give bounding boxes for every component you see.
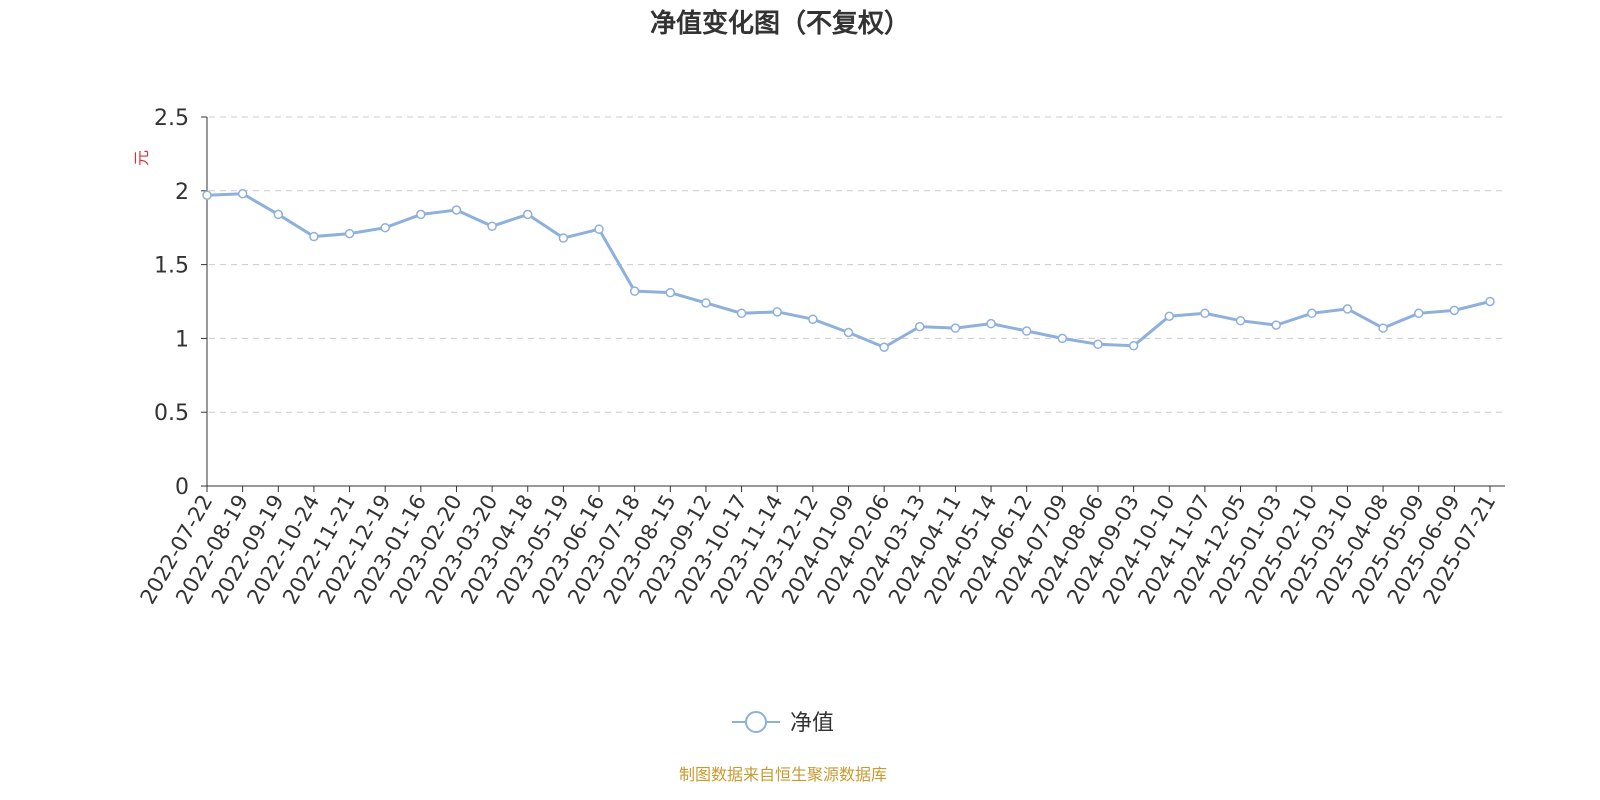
y-tick-label: 1 [175,327,189,352]
point [808,314,818,324]
point [1413,308,1424,319]
point [1164,311,1174,322]
y-tick-label: 2 [175,180,189,205]
source-note: 制图数据来自恒生聚源数据库 [679,765,887,784]
point [915,321,925,332]
y-tick-label: 0.5 [154,401,189,426]
point [1057,333,1068,344]
point [202,190,212,200]
point [416,209,426,220]
point [701,298,711,308]
point [273,209,284,220]
y-tick-label: 1.5 [154,254,189,279]
point [986,318,996,329]
point [629,286,640,296]
point [451,205,462,215]
point [1021,326,1032,336]
point [1271,320,1281,330]
point [843,327,854,338]
point [1307,308,1317,319]
point [558,233,569,243]
y-axis-label: 元 [132,150,151,166]
point [487,221,497,231]
point [950,323,961,333]
point [237,189,248,199]
point [1128,341,1139,351]
y-tick-label: 2.5 [154,106,189,131]
point [594,224,604,234]
point [344,228,355,239]
line [206,192,1491,349]
point [772,307,782,317]
legend-label: 净值 [790,711,834,736]
point [1200,308,1210,319]
point [309,231,319,242]
point [1485,296,1495,307]
point [1342,304,1353,314]
point [879,342,889,353]
point [380,222,390,233]
point [1235,315,1246,326]
point [1449,305,1460,316]
legend-marker [745,711,767,733]
point [665,287,676,298]
point [523,209,533,220]
chart-title: 净值变化图（不复权） [650,8,910,39]
point [1378,323,1388,333]
point [1093,339,1103,350]
y-tick-label: 0 [175,475,189,500]
point [736,308,747,319]
